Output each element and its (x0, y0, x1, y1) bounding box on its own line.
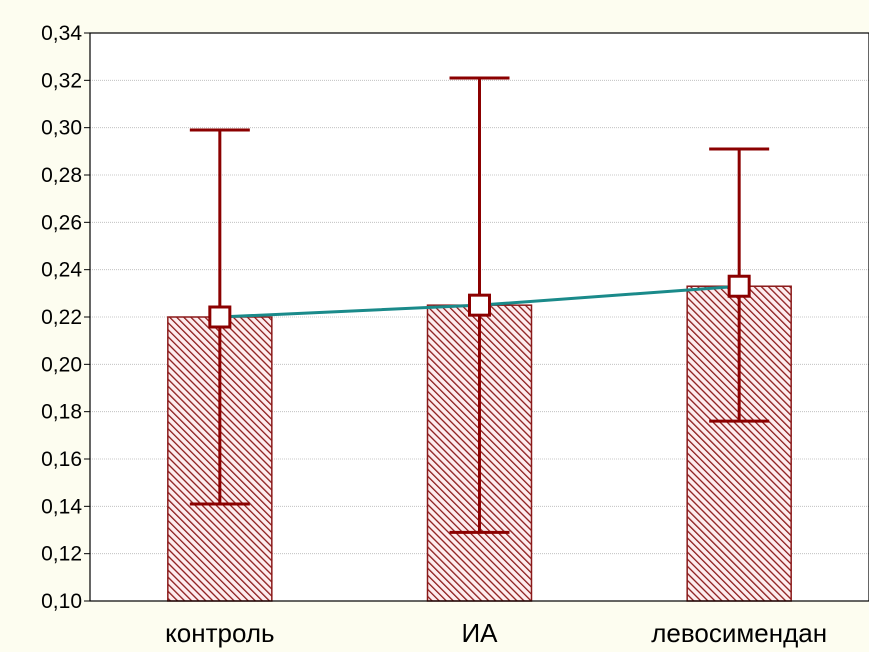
x-category-label: контроль (165, 618, 274, 648)
y-tick-label: 0,26 (41, 211, 82, 234)
mean-marker (208, 305, 232, 329)
x-category-label: ИА (461, 618, 498, 648)
y-tick-label: 0,24 (41, 259, 82, 282)
y-tick-label: 0,18 (41, 401, 82, 424)
plot-frame (89, 32, 869, 602)
x-axis: контроль ИА левосимендан (165, 618, 827, 648)
y-tick-label: 0,32 (41, 69, 82, 92)
mean-markers (208, 274, 751, 329)
x-category-label: левосимендан (651, 618, 827, 648)
y-tick-label: 0,22 (41, 306, 82, 329)
y-axis: 0,10 0,12 0,14 0,16 0,18 0,20 0,22 0,24 0,26 0,28… (41, 22, 90, 613)
y-tick-label: 0,30 (41, 117, 82, 140)
y-tick-label: 0,12 (41, 543, 82, 566)
mean-marker (468, 293, 491, 317)
y-tick-label: 0,20 (41, 353, 82, 376)
y-tick-label: 0,34 (41, 22, 82, 45)
y-tick-label: 0,28 (41, 164, 82, 187)
y-tick-label: 0,14 (41, 495, 82, 518)
y-tick-label: 0,16 (41, 448, 82, 471)
y-tick-label: 0,10 (41, 590, 82, 613)
mean-marker (727, 274, 751, 298)
